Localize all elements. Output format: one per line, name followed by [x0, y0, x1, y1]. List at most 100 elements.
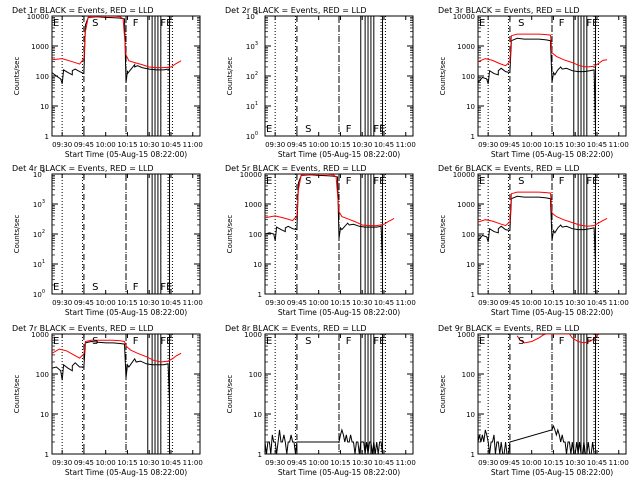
y-tick-label: 10: [466, 261, 475, 269]
y-axis-label: Counts/sec: [439, 215, 447, 254]
x-tick-label: 11:00: [609, 141, 629, 149]
series-line-events: [265, 174, 383, 262]
y-tick-label: 1000: [244, 331, 262, 339]
y-tick-label: 10: [466, 411, 475, 419]
x-axis-label: Start Time (05-Aug-15 08:22:00): [491, 150, 613, 159]
chart-panel-5: Det 5r BLACK = Events, RED = LLD 09:30 09:…: [225, 164, 416, 317]
x-tick-label: 10:15: [117, 141, 137, 149]
x-tick-label: 10:00: [96, 299, 116, 307]
x-tick-label: 10:30: [352, 299, 372, 307]
x-tick-label: 09:30: [478, 141, 498, 149]
series-line-events: [52, 340, 170, 401]
x-tick-label: 10:30: [565, 141, 585, 149]
x-tick-label: 09:45: [287, 299, 307, 307]
x-tick-label: 10:00: [96, 459, 116, 467]
event-marker-f: F: [559, 336, 565, 347]
y-tick-label: 1000: [457, 43, 475, 51]
event-marker-fe: FE: [160, 282, 172, 293]
y-tick-label: 10000: [240, 171, 262, 179]
x-tick-label: 10:15: [117, 459, 137, 467]
x-tick-label: 10:15: [543, 299, 563, 307]
x-axis-label: Start Time (05-Aug-15 08:22:00): [278, 150, 400, 159]
x-tick-label: 09:30: [265, 459, 285, 467]
x-tick-label: 10:00: [522, 299, 542, 307]
x-tick-label: 11:00: [396, 299, 416, 307]
event-marker-s: S: [305, 124, 311, 135]
x-tick-label: 10:15: [543, 141, 563, 149]
chart-title: Det 4r BLACK = Events, RED = LLD: [12, 164, 154, 173]
x-tick-label: 11:00: [183, 459, 203, 467]
y-tick-exponent: 0: [42, 289, 45, 295]
y-tick-label: 1: [471, 133, 475, 141]
plot-area: [274, 16, 386, 136]
x-axis-label: Start Time (05-Aug-15 08:22:00): [65, 468, 187, 477]
x-tick-label: 10:00: [522, 141, 542, 149]
x-tick-label: 11:00: [609, 459, 629, 467]
event-marker-f: F: [559, 176, 565, 187]
y-tick-label: 102: [33, 229, 45, 239]
series-line-events: [478, 195, 596, 262]
event-marker-e: E: [479, 336, 485, 347]
series-line-events: [265, 428, 383, 454]
y-tick-label: 103: [246, 41, 258, 51]
y-tick-label: 1: [471, 291, 475, 299]
y-tick-label: 10: [40, 103, 49, 111]
chart-title: Det 9r BLACK = Events, RED = LLD: [438, 324, 580, 333]
chart-panel-7: Det 7r BLACK = Events, RED = LLD 09:30 09:…: [12, 324, 203, 477]
x-tick-label: 09:45: [500, 459, 520, 467]
event-marker-f: F: [346, 124, 352, 135]
plot-area: [265, 174, 395, 294]
y-tick-label: 100: [246, 131, 258, 141]
chart-title: Det 3r BLACK = Events, RED = LLD: [438, 6, 580, 15]
plot-area: [478, 174, 608, 294]
x-axis-label: Start Time (05-Aug-15 08:22:00): [65, 308, 187, 317]
y-axis-label: Counts/sec: [13, 375, 21, 414]
event-marker-s: S: [518, 336, 524, 347]
y-tick-exponent: 2: [255, 71, 258, 77]
plot-area: [478, 334, 599, 454]
x-tick-label: 11:00: [609, 299, 629, 307]
x-tick-label: 10:00: [96, 141, 116, 149]
event-marker-f: F: [346, 176, 352, 187]
chart-panel-8: Det 8r BLACK = Events, RED = LLD 09:30 09:…: [225, 324, 416, 477]
y-tick-label: 1: [471, 451, 475, 459]
x-tick-label: 10:45: [587, 141, 607, 149]
x-tick-label: 10:15: [330, 299, 350, 307]
y-tick-label: 1: [258, 451, 262, 459]
y-tick-label: 10000: [453, 13, 475, 21]
series-line-lld: [516, 334, 599, 344]
x-tick-label: 10:30: [139, 141, 159, 149]
x-axis-label: Start Time (05-Aug-15 08:22:00): [65, 150, 187, 159]
event-marker-e: E: [266, 124, 272, 135]
x-tick-label: 11:00: [396, 141, 416, 149]
x-axis-label: Start Time (05-Aug-15 08:22:00): [491, 468, 613, 477]
x-tick-label: 11:00: [183, 141, 203, 149]
x-tick-label: 10:45: [161, 299, 181, 307]
event-marker-fe: FE: [586, 336, 598, 347]
y-tick-label: 10: [253, 261, 262, 269]
plot-area: [52, 16, 182, 136]
y-tick-label: 1000: [244, 201, 262, 209]
event-marker-f: F: [346, 336, 352, 347]
event-marker-e: E: [479, 176, 485, 187]
event-marker-fe: FE: [160, 336, 172, 347]
y-tick-label: 10: [40, 411, 49, 419]
y-tick-label: 10: [466, 103, 475, 111]
chart-title: Det 1r BLACK = Events, RED = LLD: [12, 6, 154, 15]
chart-panel-9: Det 9r BLACK = Events, RED = LLD 09:30 09:…: [438, 324, 629, 477]
series-line-lld: [52, 339, 182, 363]
event-marker-e: E: [266, 176, 272, 187]
y-tick-label: 101: [33, 259, 45, 269]
y-tick-label: 1: [45, 451, 49, 459]
x-tick-label: 10:00: [309, 299, 329, 307]
y-axis-label: Counts/sec: [439, 375, 447, 414]
event-marker-f: F: [133, 282, 139, 293]
event-marker-f: F: [133, 18, 139, 29]
y-tick-label: 100: [462, 231, 475, 239]
plot-area: [478, 16, 608, 136]
y-tick-exponent: 4: [42, 169, 45, 175]
x-tick-label: 10:45: [374, 459, 394, 467]
event-marker-s: S: [518, 18, 524, 29]
x-tick-label: 09:30: [52, 141, 72, 149]
chart-title: Det 7r BLACK = Events, RED = LLD: [12, 324, 154, 333]
